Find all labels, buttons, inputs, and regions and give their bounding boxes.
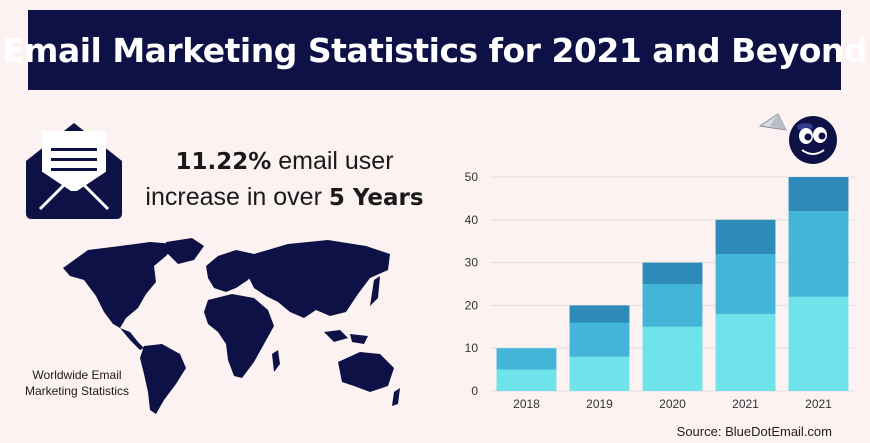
paper-plane-icon (758, 113, 787, 131)
x-tick-label: 2019 (586, 397, 613, 411)
y-tick-label: 20 (465, 298, 479, 312)
y-tick-label: 40 (465, 213, 479, 227)
bar-segment-2021-2 (788, 177, 849, 212)
bar-segment-2021-1 (715, 254, 776, 314)
x-tick-label: 2018 (513, 397, 540, 411)
page-title: Email Marketing Statistics for 2021 and … (2, 30, 867, 70)
bar-segment-2018-0 (496, 369, 557, 391)
map-caption: Worldwide Email Marketing Statistics (24, 368, 130, 398)
y-tick-label: 10 (465, 341, 479, 355)
bar-segment-2021-0 (788, 296, 849, 391)
stacked-bar-chart: 0 10 20 30 40 50 2018 2019 2020 2021 2021 (465, 170, 855, 411)
envelope-letter-icon (26, 123, 122, 219)
x-tick-label: 2021 (732, 397, 759, 411)
world-map-icon (63, 238, 400, 414)
x-tick-label: 2020 (659, 397, 686, 411)
stat-line2-prefix: increase in over (145, 183, 329, 211)
source-credit: Source: BlueDotEmail.com (676, 424, 832, 439)
x-tick-label: 2021 (805, 397, 832, 411)
bar-segment-2021-2 (715, 219, 776, 255)
stat-text: 11.22% email user increase in over 5 Yea… (132, 144, 437, 216)
bar-segment-2021-1 (788, 211, 849, 297)
mascot-icon (758, 113, 837, 164)
stat-percent: 11.22% (175, 149, 272, 175)
y-tick-label: 50 (465, 170, 479, 184)
stat-years: 5 Years (328, 185, 424, 211)
bar-segment-2018-1 (496, 348, 557, 370)
title-banner: Email Marketing Statistics for 2021 and … (2, 10, 867, 90)
y-tick-label: 0 (471, 384, 478, 398)
bar-segment-2019-2 (569, 305, 630, 323)
bar-segment-2019-0 (569, 356, 630, 391)
bar-segment-2019-1 (569, 322, 630, 357)
bar-segment-2020-0 (642, 326, 703, 391)
bar-segment-2020-2 (642, 262, 703, 284)
stat-line1-rest: email user (271, 147, 394, 175)
bar-segment-2021-0 (715, 313, 776, 391)
bar-segment-2020-1 (642, 284, 703, 327)
y-tick-label: 30 (465, 256, 479, 270)
